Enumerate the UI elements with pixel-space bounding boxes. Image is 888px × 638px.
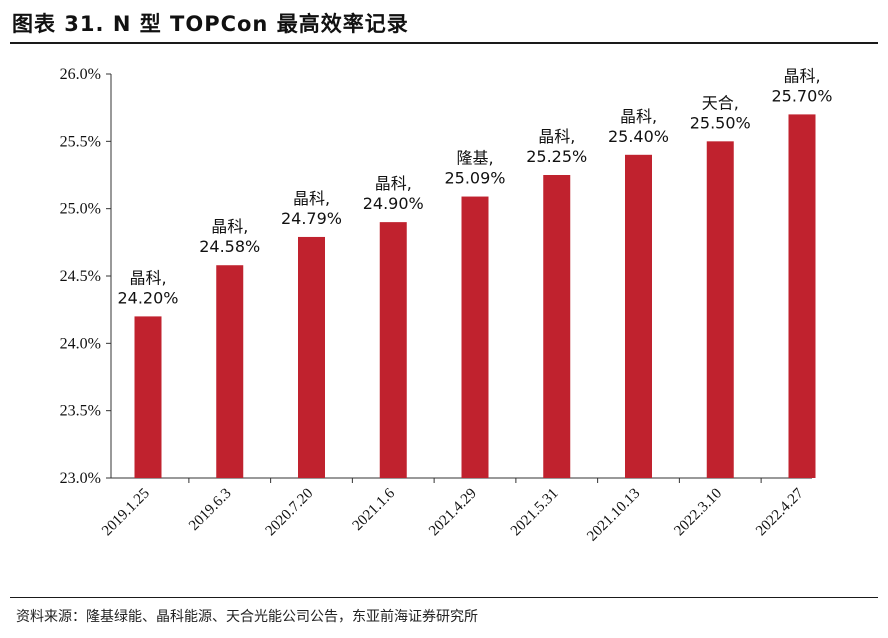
bar <box>298 236 325 478</box>
bar <box>543 175 571 478</box>
bar-label-company: 晶科, <box>129 268 166 287</box>
bar-label-company: 晶科, <box>375 174 412 193</box>
y-tick-label: 26.0% <box>60 66 101 83</box>
chart-title: 图表 31. N 型 TOPCon 最高效率记录 <box>12 12 409 36</box>
x-tick-label: 2022.4.27 <box>753 485 807 539</box>
x-tick-label: 2019.1.25 <box>99 486 153 540</box>
bar-label-company: 天合, <box>702 93 739 112</box>
bar-label-value: 24.20% <box>117 288 178 307</box>
bar <box>216 265 244 478</box>
x-tick-label: 2022.3.10 <box>671 486 725 540</box>
efficiency-bar-chart: 23.0%23.5%24.0%24.5%25.0%25.5%26.0%晶科,24… <box>60 66 833 545</box>
bar-label-company: 隆基, <box>456 149 493 168</box>
bar-label-value: 25.50% <box>690 113 751 132</box>
x-tick-label: 2021.4.29 <box>426 486 480 540</box>
bar <box>625 154 652 479</box>
bar-label-value: 24.90% <box>363 194 424 213</box>
bar <box>379 222 407 478</box>
y-tick-label: 24.5% <box>60 268 101 285</box>
bar <box>461 196 489 478</box>
x-tick-label: 2020.7.20 <box>263 486 317 540</box>
bar-label-value: 24.58% <box>199 237 260 256</box>
bar-label-value: 25.40% <box>608 127 669 146</box>
x-tick-label: 2021.1.6 <box>350 485 399 534</box>
source-note: 资料来源：隆基绿能、晶科能源、天合光能公司公告，东亚前海证券研究所 <box>16 609 478 625</box>
y-tick-label: 24.0% <box>60 335 101 352</box>
bar-label-value: 24.79% <box>281 209 342 228</box>
bar <box>134 316 162 478</box>
x-tick-label: 2021.10.13 <box>584 486 643 545</box>
bar-label-company: 晶科, <box>620 107 657 126</box>
bar-label-value: 25.09% <box>444 169 505 188</box>
y-tick-label: 23.5% <box>60 403 101 420</box>
source-rule <box>10 597 878 598</box>
bar-label-company: 晶科, <box>211 217 248 236</box>
bar <box>788 114 816 479</box>
y-tick-label: 25.5% <box>60 133 101 150</box>
title-rule <box>10 42 878 44</box>
bar-label-company: 晶科, <box>538 127 575 146</box>
x-tick-label: 2021.5.31 <box>508 486 562 540</box>
bar-label-value: 25.70% <box>771 86 832 105</box>
x-tick-label: 2019.6.3 <box>186 486 234 534</box>
bar-label-company: 晶科, <box>783 66 820 85</box>
bar <box>706 141 734 479</box>
y-tick-label: 23.0% <box>60 470 101 487</box>
bar-label-value: 25.25% <box>526 147 587 166</box>
y-tick-label: 25.0% <box>60 201 101 218</box>
bar-label-company: 晶科, <box>293 189 330 208</box>
